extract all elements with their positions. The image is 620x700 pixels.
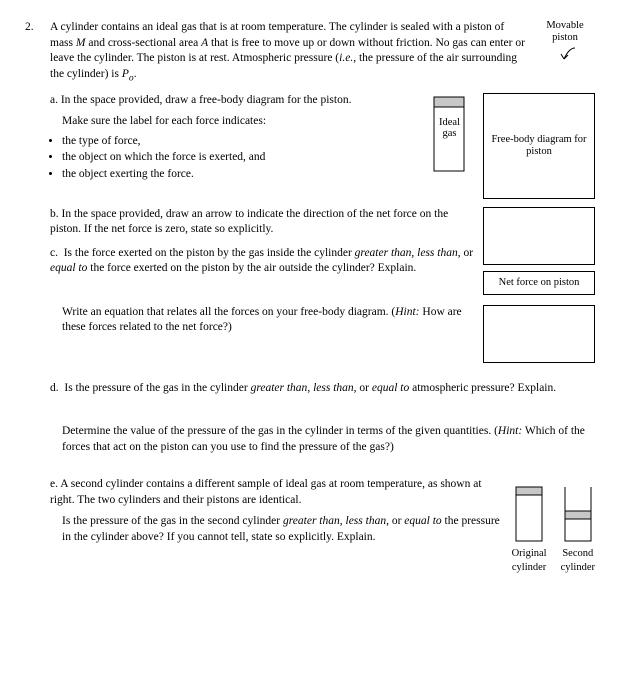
piston-arrow-icon	[544, 45, 586, 69]
original-cylinder-icon	[512, 481, 546, 545]
part-d: d. Is the pressure of the gas in the cyl…	[50, 381, 595, 397]
part-a-bullets: the type of force, the object on which t…	[62, 134, 416, 183]
second-cylinder-icon	[561, 481, 595, 545]
piston-label-top: Movable	[535, 20, 595, 32]
net-force-box: Net force on piston	[483, 271, 595, 295]
piston-figure: Movable piston	[535, 20, 595, 69]
part-b: b. In the space provided, draw an arrow …	[50, 207, 475, 238]
part-e-2: Is the pressure of the gas in the second…	[62, 514, 504, 545]
two-cylinders-figure: Original cylinder Second cylinder	[512, 481, 595, 575]
part-a-q2: Make sure the label for each force indic…	[62, 114, 416, 130]
question-number: 2.	[25, 20, 50, 576]
part-c: c. Is the force exerted on the piston by…	[50, 246, 475, 277]
part-a-q1: a. In the space provided, draw a free-bo…	[50, 93, 416, 109]
cylinder-diagram: Ideal gas	[428, 93, 483, 183]
part-e-1: e. A second cylinder contains a differen…	[50, 477, 504, 508]
intro-text: A cylinder contains an ideal gas that is…	[50, 20, 535, 85]
part-c-hint: Write an equation that relates all the f…	[62, 305, 475, 336]
piston-label-bot: piston	[535, 32, 595, 44]
part-d-hint: Determine the value of the pressure of t…	[62, 424, 595, 455]
fbd-box: Free-body diagram for piston	[483, 93, 595, 199]
empty-box	[483, 207, 595, 265]
empty-box-2	[483, 305, 595, 363]
